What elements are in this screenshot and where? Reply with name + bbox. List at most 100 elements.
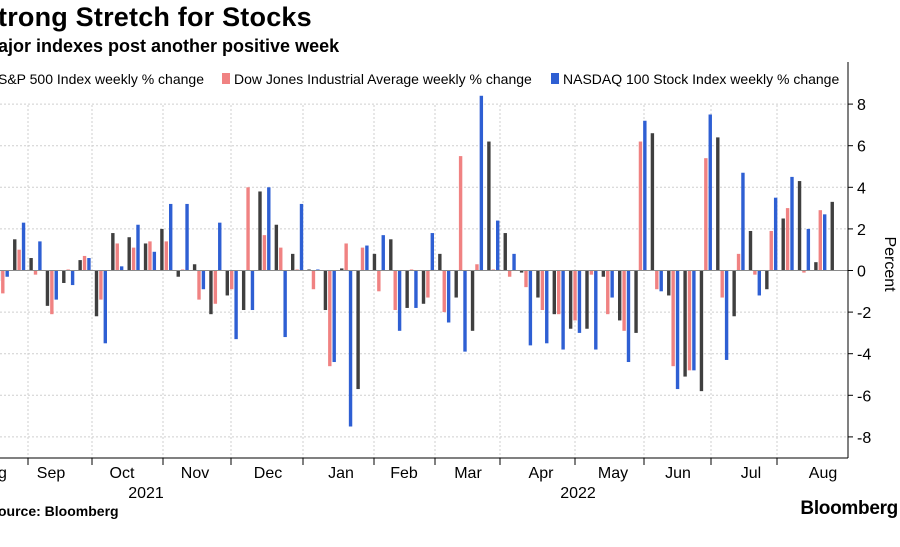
bar-ndx: [87, 258, 91, 271]
bar-ndx: [446, 270, 451, 323]
bar-sp500: [438, 253, 442, 271]
bar-ndx: [757, 270, 761, 296]
year-label: 2022: [560, 485, 596, 502]
bar-dow: [426, 270, 430, 298]
bar-dow: [704, 158, 708, 271]
bar-ndx: [561, 270, 565, 350]
bar-dow: [66, 269, 70, 271]
bar-dow: [507, 270, 512, 277]
bar-dow: [687, 270, 692, 371]
bar-sp500: [356, 270, 360, 390]
bar-sp500: [323, 270, 328, 311]
y-tick-label: 0: [857, 264, 866, 281]
legend-swatch-dow: [222, 73, 230, 84]
bar-ndx: [692, 270, 696, 371]
bar-ndx: [185, 203, 189, 271]
gridlines: [0, 103, 848, 458]
bar-ndx: [316, 269, 320, 271]
bar-ndx: [741, 172, 745, 271]
bar-ndx: [512, 253, 516, 271]
bar-ndx: [823, 214, 827, 271]
bar-sp500: [765, 270, 769, 290]
bar-ndx: [463, 270, 467, 352]
bar-dow: [622, 270, 626, 331]
bar-ndx: [414, 270, 418, 308]
x-tick-label: ug: [0, 465, 7, 482]
bar-ndx: [234, 270, 238, 340]
x-tick-label: Jun: [665, 465, 691, 482]
bar-dow: [458, 156, 463, 271]
bar-sp500: [192, 264, 197, 271]
x-tick-label: Aug: [809, 465, 837, 482]
bar-sp500: [78, 260, 82, 271]
bar-ndx: [332, 270, 336, 363]
bar-sp500: [340, 268, 344, 271]
bar-dow: [131, 247, 136, 271]
bar-dow: [655, 270, 659, 290]
bar-ndx: [643, 120, 647, 271]
bar-sp500: [307, 269, 311, 271]
bar-dow: [753, 270, 757, 275]
legend: S&P 500 Index weekly % change Dow Jones I…: [0, 66, 839, 92]
y-tick-label: 6: [857, 139, 866, 156]
x-tick-label: Feb: [390, 465, 418, 482]
bar-dow: [82, 255, 87, 271]
bar-dow: [148, 241, 152, 271]
bar-sp500: [62, 270, 66, 283]
bar-dow: [33, 270, 38, 275]
bar-sp500: [454, 270, 458, 298]
bar-ndx: [806, 228, 811, 271]
bar-sp500: [601, 270, 606, 277]
bar-dow: [328, 270, 332, 367]
bar-dow: [360, 247, 365, 271]
bar-ndx: [397, 270, 402, 331]
x-tick-label: Nov: [181, 465, 209, 482]
x-tick-label: May: [598, 465, 628, 482]
bar-sp500: [405, 270, 409, 308]
bar-dow: [736, 253, 741, 271]
bar-dow: [311, 270, 316, 290]
source-note: ource: Bloomberg: [0, 503, 119, 519]
bar-dow: [671, 270, 675, 367]
bar-dow: [393, 270, 397, 311]
bar-sp500: [111, 233, 115, 271]
bar-sp500: [291, 253, 295, 271]
bar-sp500: [830, 201, 834, 271]
bar-ndx: [103, 270, 107, 344]
bar-sp500: [160, 228, 164, 271]
bar-ndx: [773, 197, 778, 271]
bloomberg-logo: Bloomberg: [800, 498, 898, 519]
year-label: 2021: [128, 485, 164, 502]
bar-ndx: [169, 203, 173, 271]
bar-dow: [197, 270, 201, 300]
bar-sp500: [503, 233, 507, 271]
bar-ndx: [201, 270, 206, 290]
legend-label-sp500: S&P 500 Index weekly % change: [0, 71, 204, 87]
bar-dow: [1, 270, 5, 294]
bar-sp500: [487, 141, 491, 271]
bar-ndx: [708, 114, 712, 271]
y-tick-label: -4: [857, 347, 871, 364]
bar-sp500: [552, 270, 556, 315]
x-tick-label: Jul: [741, 465, 761, 482]
legend-background: [0, 66, 838, 92]
bar-dow: [230, 270, 234, 290]
bar-dow: [606, 270, 610, 315]
bar-sp500: [45, 270, 50, 306]
bar-ndx: [38, 241, 42, 271]
bar-dow: [802, 270, 806, 273]
bar-dow: [573, 270, 577, 321]
y-tick-label: 8: [857, 97, 866, 114]
y-axis-label: Percent: [881, 236, 898, 292]
bar-sp500: [94, 270, 99, 317]
y-tick-label: 2: [857, 222, 866, 239]
bar-ndx: [283, 270, 287, 338]
bar-ndx: [70, 270, 75, 286]
bar-ndx: [119, 266, 124, 271]
bar-sp500: [470, 270, 475, 331]
bar-sp500: [699, 270, 704, 392]
bar-sp500: [258, 191, 262, 271]
bar-sp500: [225, 270, 229, 296]
bar-dow: [720, 270, 724, 298]
bar-sp500: [209, 270, 213, 315]
